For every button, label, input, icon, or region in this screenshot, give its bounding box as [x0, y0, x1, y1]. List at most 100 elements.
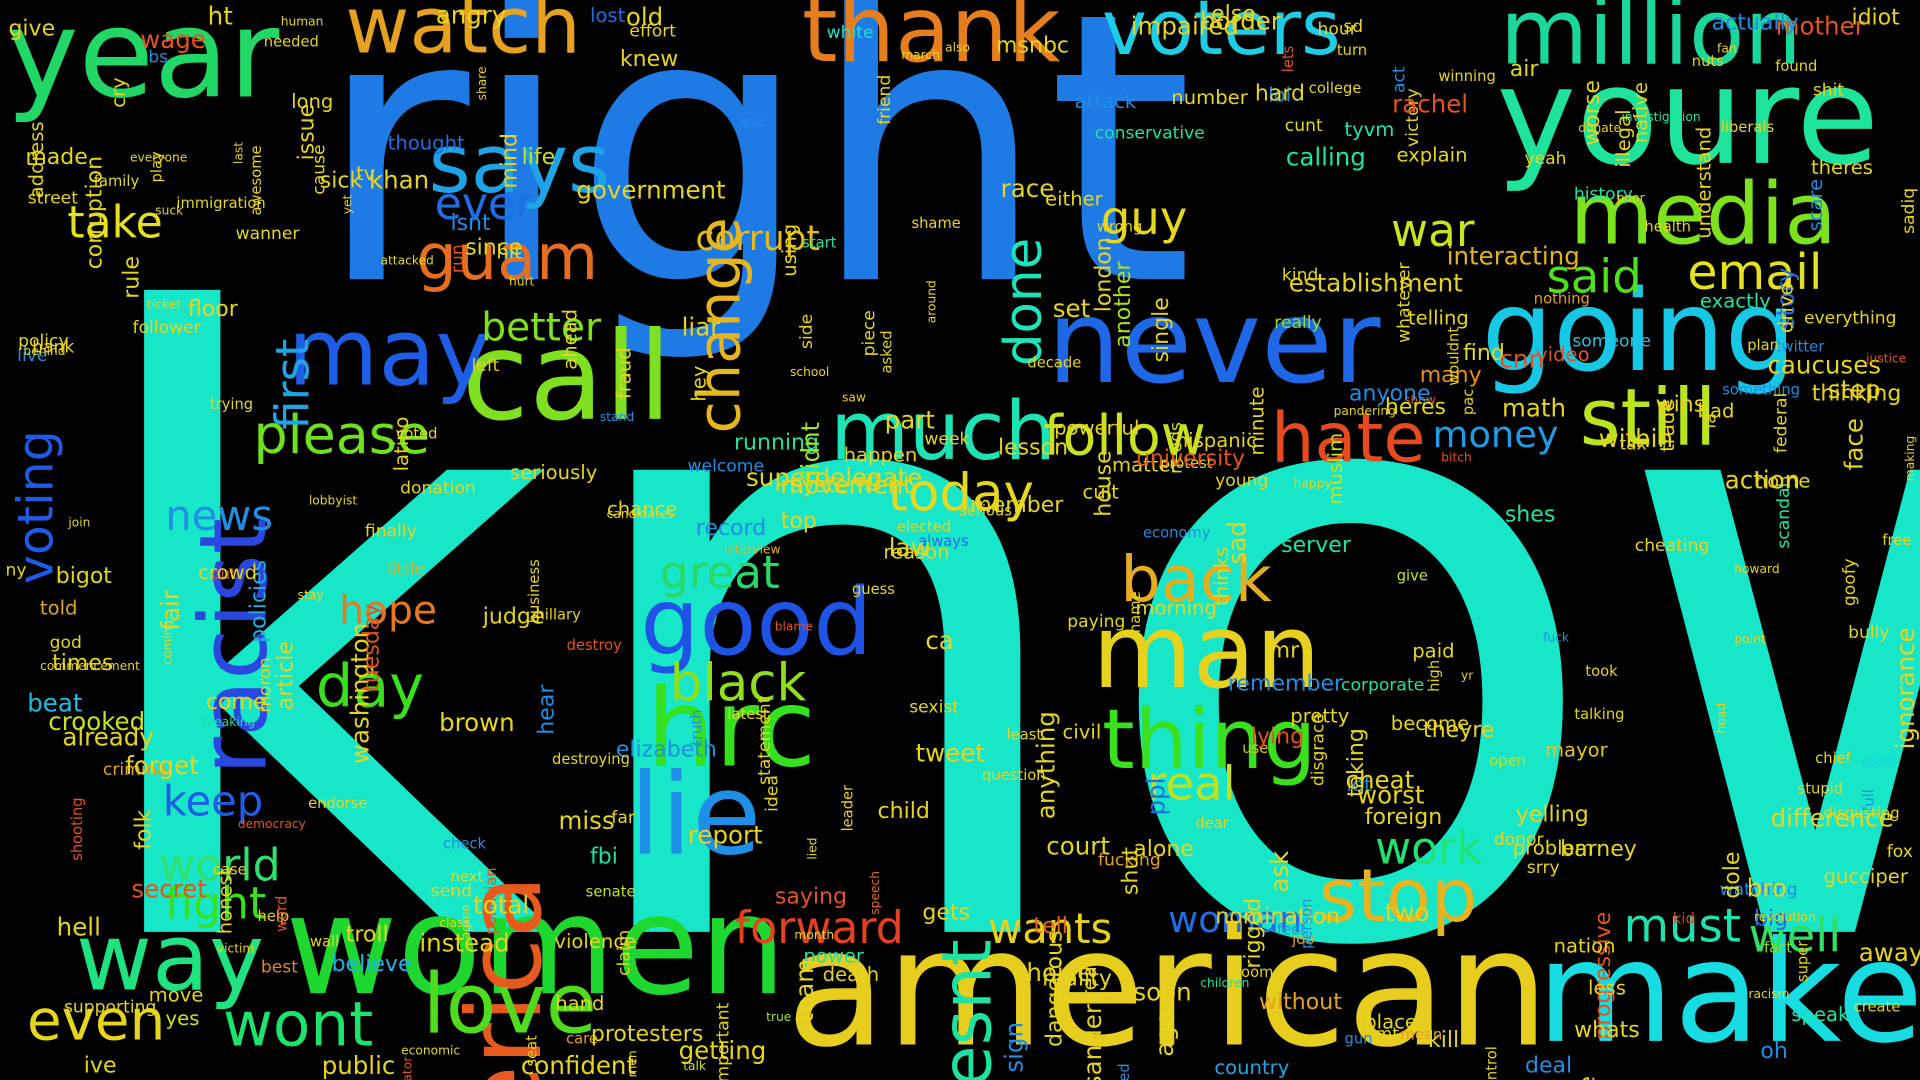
cloud-word-big: big [1753, 906, 1789, 932]
cloud-word-khan: khan [368, 165, 430, 195]
cloud-word-instead: instead [419, 927, 510, 957]
cloud-word-interview: interview [723, 543, 781, 558]
cloud-word-supporting: supporting [63, 998, 157, 1018]
cloud-word-pretty: pretty [1290, 703, 1350, 728]
cloud-word-health: health [1644, 217, 1691, 235]
cloud-word-home: home [1754, 469, 1811, 493]
cloud-word-actually: actually [1711, 9, 1799, 36]
cloud-word-elizabeth: elizabeth [615, 737, 717, 764]
cloud-word-find: find [1463, 340, 1505, 366]
cloud-word-sad: sad [1222, 521, 1252, 565]
cloud-word-times: times [52, 649, 114, 676]
cloud-word-right: right [315, 0, 1194, 368]
cloud-word-far: far [611, 808, 635, 829]
cloud-word-voted: voted [395, 424, 438, 442]
cloud-word-impaired: impaired [1130, 10, 1239, 41]
cloud-word-bank: bank [32, 337, 75, 357]
cloud-word-many: many [1419, 362, 1482, 389]
cloud-word-secret: secret [131, 873, 207, 904]
cloud-word-talking: talking [1574, 704, 1625, 723]
cloud-word-left: left [471, 356, 500, 377]
cloud-word-march: march [901, 48, 940, 63]
cloud-word-year: year [6, 0, 280, 127]
cloud-word-made: made [25, 144, 88, 170]
cloud-word-hand: hand [555, 991, 605, 1016]
cloud-word-gun: gun [1344, 1030, 1373, 1048]
cloud-word-news: news [165, 492, 274, 542]
cloud-word-cnn: cnn [1499, 344, 1544, 374]
cloud-word-nothing: nothing [1533, 289, 1590, 307]
cloud-word-month: month [794, 929, 835, 943]
cloud-word-girl: girl [858, 473, 879, 488]
cloud-word-already: already [62, 722, 154, 753]
cloud-word-still: still [1579, 373, 1717, 465]
cloud-word-wants: wants [988, 904, 1113, 954]
cloud-word-senate: senate [585, 883, 636, 901]
cloud-word-take: take [67, 198, 163, 249]
cloud-word-job: job [1292, 930, 1315, 948]
cloud-word-bs: bs [148, 47, 169, 67]
cloud-word-cheating: cheating [1634, 535, 1710, 556]
cloud-word-suck: suck [155, 204, 184, 218]
cloud-word-mind: mind [496, 132, 523, 189]
cloud-word-says: says [428, 117, 611, 212]
cloud-word-paid: paid [1412, 638, 1455, 663]
cloud-word-disgusting: disgusting [1823, 804, 1900, 822]
cloud-word-idiot: idiot [1851, 4, 1900, 31]
cloud-word-border: border [1200, 6, 1281, 36]
cloud-word-seat: seat [522, 1034, 540, 1067]
cloud-word-war: war [1391, 204, 1475, 258]
cloud-word-morning: morning [1135, 596, 1217, 620]
cloud-word-fake: fake [1575, 1076, 1601, 1080]
cloud-word-interacting: interacting [1446, 240, 1580, 271]
cloud-word-free: free [1882, 531, 1912, 549]
cloud-word-latino: latino [389, 416, 413, 472]
cloud-word-public: public [321, 1050, 396, 1080]
cloud-word-donate: donate [1578, 122, 1622, 136]
cloud-word-kind: kind [1281, 266, 1319, 286]
cloud-word-la: la [1700, 413, 1721, 429]
cloud-word-address: address [24, 121, 48, 199]
cloud-word-shes: shes [1504, 501, 1556, 528]
cloud-word-crowd: crowd [198, 560, 258, 584]
cloud-word-keep: keep [162, 777, 264, 827]
cloud-word-berniesanders: berniesanders [1077, 991, 1107, 1080]
cloud-word-establishment: establishment [1288, 268, 1463, 298]
cloud-word-kid: kid [1672, 910, 1695, 928]
cloud-word-bad: bad [1697, 399, 1735, 423]
cloud-word-guy: guy [1100, 191, 1188, 245]
cloud-word-told: told [39, 595, 78, 620]
cloud-word-open: open [1489, 751, 1526, 769]
cloud-word-care: care [566, 1029, 598, 1047]
cloud-word-member: member [970, 492, 1064, 519]
cloud-word-racism: racism [1748, 988, 1790, 1003]
cloud-word-decade: decade [1027, 354, 1082, 372]
cloud-word-power: power [803, 944, 864, 968]
cloud-word-either: either [1045, 187, 1103, 211]
cloud-word-street: street [27, 188, 78, 209]
cloud-word-winning: winning [1438, 67, 1496, 85]
cloud-word-tax: tax [1619, 434, 1647, 455]
cloud-word-statement: statement [755, 696, 775, 785]
cloud-word-count: count [1861, 755, 1897, 769]
cloud-word-revolution: revolution [1753, 911, 1816, 926]
cloud-word-man: man [1092, 591, 1321, 712]
cloud-word-isnt: isnt [450, 210, 491, 236]
cloud-word-thought: thought [387, 130, 465, 154]
cloud-word-set: set [1052, 294, 1091, 324]
cloud-word-powerful: powerful [1054, 415, 1140, 440]
cloud-word-ticket: ticket [147, 298, 182, 313]
cloud-word-tv: tv [356, 161, 376, 185]
cloud-word-judge: judge [482, 603, 545, 630]
cloud-word-conservative: conservative [1094, 123, 1205, 143]
cloud-word-part: part [884, 405, 935, 435]
cloud-word-speech: speech [868, 870, 883, 915]
cloud-word-record: record [695, 514, 767, 541]
cloud-word-native: native [1628, 82, 1652, 144]
cloud-word-ht: ht [207, 0, 233, 31]
cloud-word-fight: fight [165, 879, 267, 930]
cloud-word-investigation: investigation [1621, 111, 1701, 126]
cloud-word-shit: shit [1812, 80, 1845, 100]
cloud-word-honest: honest [212, 868, 236, 935]
